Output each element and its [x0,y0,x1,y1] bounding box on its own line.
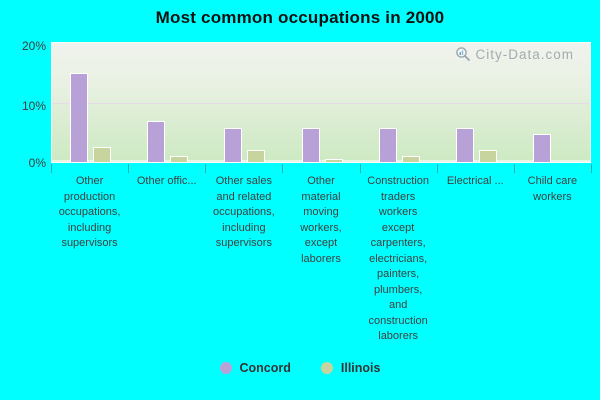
category-label: Other offic... [136,175,197,187]
category-label: Child care workers [527,175,578,203]
bar-illinois [324,158,343,162]
bar-illinois [478,149,497,162]
bar-concord [455,128,474,162]
legend-swatch-concord [219,362,232,374]
legend-item-illinois: Illinois [320,361,381,375]
x-axis-tick [513,164,515,173]
bar-concord [301,128,320,162]
x-axis-tick [359,164,361,173]
magnifier-icon [455,46,471,62]
category-label: Construction traders workers except carp… [367,175,430,342]
bars-layer [52,43,590,162]
bar-illinois [170,155,189,162]
bar-illinois [93,146,112,162]
category-label: Other sales and related occupations, inc… [212,175,275,249]
legend-swatch-illinois [320,362,333,374]
legend-item-concord: Concord [219,361,291,375]
chart-title: Most common occupations in 2000 [155,8,445,27]
legend-label-illinois: Illinois [340,361,381,375]
legend: Concord Illinois [0,361,600,375]
bar-illinois [247,149,266,162]
gridline-10-percent [52,103,590,104]
x-axis-baseline [52,160,590,162]
bar-concord [147,120,166,162]
watermark: City-Data.com [455,46,574,62]
y-axis-tick-label-0: 0% [28,156,46,170]
x-axis-ticks [51,163,592,173]
category-labels: Other production occupations, including … [51,174,592,354]
x-axis-tick [128,164,130,173]
bar-concord [70,73,89,162]
plot-area: City-Data.com [51,42,591,163]
watermark-text: City-Data.com [475,46,574,62]
legend-label-concord: Concord [239,361,291,375]
category-label: Electrical ... [446,175,504,187]
category-label: Other material moving workers, except la… [300,175,342,265]
x-axis-tick [205,164,207,173]
category-label: Other production occupations, including … [58,175,121,249]
x-axis-tick [591,164,592,173]
y-axis-tick-label-20: 20% [21,39,46,53]
bar-concord [224,128,243,162]
bar-concord [532,133,551,162]
x-axis-tick [282,164,284,173]
y-axis-tick-label-10: 10% [21,99,46,113]
bar-illinois [401,155,420,162]
bar-concord [378,128,397,162]
x-axis-tick [51,164,52,173]
x-axis-tick [436,164,438,173]
